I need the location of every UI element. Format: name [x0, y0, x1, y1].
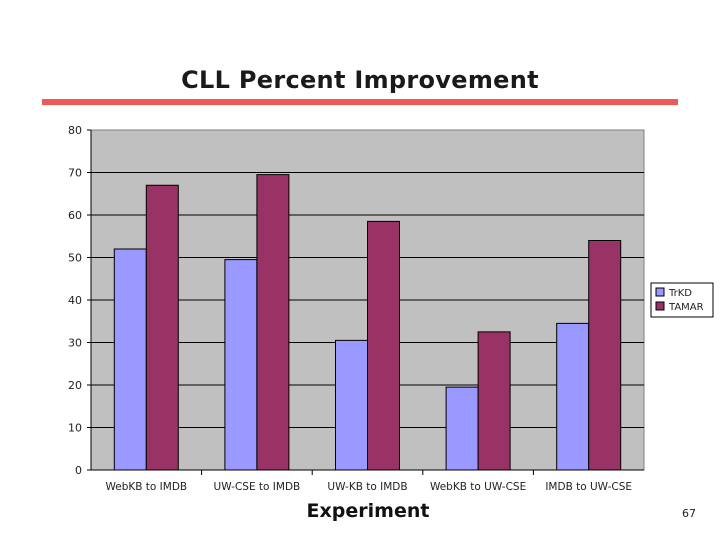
y-tick-label: 40: [68, 294, 82, 307]
x-tick-label: IMDB to UW-CSE: [545, 481, 632, 493]
x-tick-label: UW-KB to IMDB: [327, 481, 407, 493]
y-tick-label: 0: [75, 464, 82, 477]
legend-swatch-tamar: [655, 301, 665, 311]
title-underline: [42, 99, 678, 105]
legend-swatch-trkd: [655, 287, 665, 297]
bar-tamar: [367, 220, 400, 471]
x-tick-label: WebKB to UW-CSE: [430, 481, 526, 493]
y-tick-label: 60: [68, 209, 82, 222]
bar-trkd: [445, 386, 479, 471]
bar-tamar: [256, 174, 290, 471]
legend-label-tamar: TAMAR: [668, 302, 704, 313]
x-tick-label: UW-CSE to IMDB: [214, 481, 301, 493]
y-tick-label: 50: [68, 252, 82, 265]
bar-tamar: [588, 240, 622, 471]
legend-label-trkd: TrKD: [668, 288, 692, 299]
y-tick-label: 30: [68, 337, 82, 350]
y-tick-label: 10: [68, 422, 82, 435]
bar-tamar: [145, 184, 179, 471]
bar-trkd: [556, 322, 590, 471]
y-tick-label: 20: [68, 379, 82, 392]
bar-trkd: [113, 248, 147, 471]
y-tick-label: 70: [68, 167, 82, 180]
bar-trkd: [335, 339, 368, 471]
x-axis-title: Experiment: [306, 500, 430, 522]
y-tick-label: 80: [68, 124, 82, 137]
bar-tamar: [477, 331, 511, 471]
bar-trkd: [224, 259, 258, 471]
slide-title: CLL Percent Improvement: [181, 66, 539, 94]
page-number: 67: [682, 507, 696, 520]
x-tick-label: WebKB to IMDB: [105, 481, 187, 493]
